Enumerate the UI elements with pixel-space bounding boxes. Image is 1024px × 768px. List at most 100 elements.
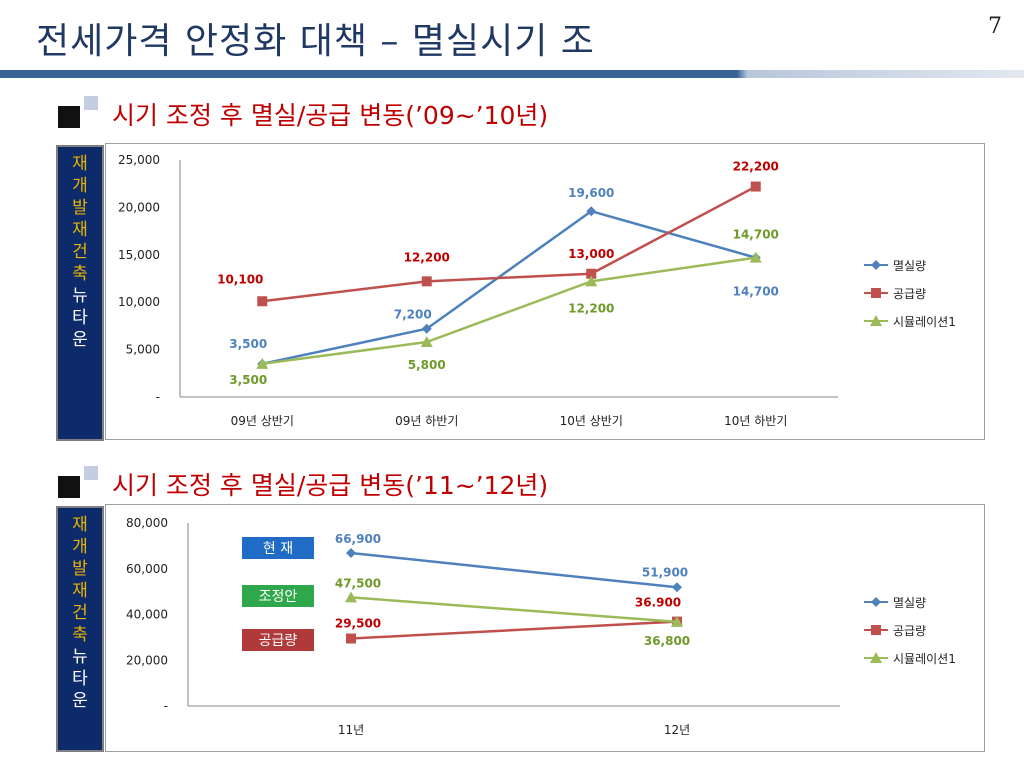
page-number: 7	[988, 14, 1002, 39]
data-point	[586, 268, 597, 279]
sidebar-char: 타	[72, 669, 88, 689]
x-tick-label: 10년 상반기	[560, 414, 623, 428]
data-point	[671, 615, 683, 627]
series-line	[350, 551, 678, 589]
x-tick-label: 11년	[338, 723, 364, 737]
series-1: 29,500 36.900	[335, 596, 682, 644]
data-label: 19,600	[568, 186, 614, 200]
annotation-label: 현 재	[263, 541, 293, 557]
sidebar-char: 재	[72, 220, 88, 240]
data-point	[257, 296, 268, 307]
y-tick-label: 10,000	[118, 295, 160, 309]
series-line	[350, 596, 678, 624]
sidebar-char: 뉴	[72, 286, 88, 306]
sidebar-char: 운	[72, 330, 88, 350]
legend-marker	[871, 625, 881, 635]
y-tick-label: 25,000	[118, 153, 160, 167]
sidebar-char: 건	[72, 242, 88, 262]
sidebar-char: 개	[72, 537, 88, 557]
x-tick-label: 10년 하반기	[724, 414, 787, 428]
y-tick-label: 60,000	[126, 562, 168, 576]
line-chart-2: - 20,000 40,000 60,000 80,000 11년 12년 66,900 51,…	[126, 516, 956, 737]
x-tick-label: 12년	[664, 723, 690, 737]
sidebar-char: 재	[72, 515, 88, 535]
y-tick-label: 80,000	[126, 516, 168, 530]
sidebar-char: 개	[72, 176, 88, 196]
data-label: 36.900	[635, 596, 681, 610]
title-underline	[0, 70, 1024, 78]
y-tick-label: -	[164, 699, 168, 713]
series-line	[262, 185, 757, 303]
legend-marker	[870, 315, 882, 326]
sidebar-char: 재	[72, 581, 88, 601]
annotation-box	[242, 629, 314, 651]
data-label: 36,800	[644, 634, 690, 648]
legend-label: 멸실량	[893, 596, 926, 610]
data-label: 14,700	[733, 285, 779, 299]
legend-marker	[871, 260, 881, 270]
annotation-label: 조정안	[259, 589, 298, 605]
data-point	[750, 181, 761, 192]
legend-label: 공급량	[893, 287, 926, 301]
chart-frame-2: - 20,000 40,000 60,000 80,000 11년 12년 66,900 51,…	[105, 504, 985, 752]
series-2: 47,500 36,800	[335, 576, 690, 647]
data-label: 22,200	[733, 160, 779, 174]
sidebar-char: 건	[72, 603, 88, 623]
data-label: 12,200	[568, 301, 614, 315]
sidebar-char: 뉴	[72, 647, 88, 667]
section-heading-2: 시기 조정 후 멸실/공급 변동(’11~’12년)	[56, 464, 548, 504]
legend-label: 공급량	[893, 624, 926, 638]
data-point	[421, 323, 432, 334]
section-1-title: 시기 조정 후 멸실/공급 변동(’09~’10년)	[112, 101, 549, 130]
data-label: 12,200	[404, 250, 450, 264]
data-point	[585, 275, 598, 287]
data-point	[586, 206, 597, 217]
y-tick-label: 5,000	[126, 343, 160, 357]
legend-label: 시뮬레이션1	[893, 652, 956, 666]
data-label: 3,500	[229, 337, 267, 351]
annotation-label: 공급량	[259, 633, 298, 649]
sidebar-char: 재	[72, 154, 88, 174]
sidebar-char: 축	[72, 264, 88, 284]
sidebar-char: 타	[72, 308, 88, 328]
series-0: 66,900 51,900	[335, 532, 688, 593]
sidebar-char: 축	[72, 625, 88, 645]
data-point	[421, 276, 432, 287]
series-1: 10,100 12,200 13,000 22,200	[217, 160, 779, 307]
legend-label: 시뮬레이션1	[893, 315, 956, 329]
data-label: 47,500	[335, 576, 381, 590]
square-bullet-icon	[56, 464, 98, 504]
data-label: 29,500	[335, 617, 381, 631]
annotation-box	[242, 585, 314, 607]
legend-marker	[870, 652, 882, 663]
data-label: 51,900	[642, 565, 688, 579]
y-tick-label: -	[156, 390, 160, 404]
annotation-box	[242, 537, 314, 559]
chart-frame-1: - 5,000 10,000 15,000 20,000 25,000 09년 상반기 09년…	[105, 143, 985, 440]
y-tick-label: 20,000	[118, 200, 160, 214]
series-0: 3,500 7,200 19,600 14,700	[229, 186, 779, 369]
data-label: 7,200	[394, 308, 432, 322]
square-bullet-icon	[56, 94, 98, 134]
sidebar-char: 발	[72, 559, 88, 579]
series-line	[262, 256, 756, 366]
y-tick-label: 40,000	[126, 608, 168, 622]
section-heading-1: 시기 조정 후 멸실/공급 변동(’09~’10년)	[56, 94, 548, 134]
series-line	[350, 620, 678, 640]
data-label: 10,100	[217, 272, 263, 286]
line-chart-1: - 5,000 10,000 15,000 20,000 25,000 09년 상반기 09년…	[118, 153, 956, 428]
data-point	[672, 582, 682, 593]
x-tick-label: 09년 상반기	[231, 414, 294, 428]
y-tick-label: 20,000	[126, 653, 168, 667]
data-point	[256, 357, 269, 369]
sidebar-char: 발	[72, 198, 88, 218]
legend-marker	[871, 597, 881, 607]
data-point	[346, 633, 356, 644]
data-label: 3,500	[229, 373, 267, 387]
y-tick-label: 15,000	[118, 248, 160, 262]
data-point	[420, 336, 433, 348]
sidebar-char: 운	[72, 691, 88, 711]
data-label: 5,800	[408, 358, 446, 372]
legend-marker	[871, 288, 881, 298]
